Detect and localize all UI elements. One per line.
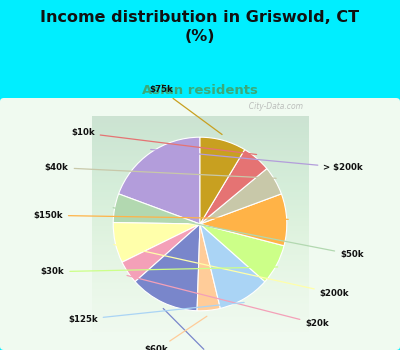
Text: Asian residents: Asian residents: [142, 84, 258, 97]
Wedge shape: [200, 149, 267, 224]
Text: $150k: $150k: [33, 211, 288, 220]
Text: $20k: $20k: [127, 275, 329, 328]
Wedge shape: [135, 224, 200, 311]
Wedge shape: [200, 194, 287, 246]
Text: City-Data.com: City-Data.com: [244, 102, 303, 111]
Text: $30k: $30k: [40, 267, 278, 276]
Text: $200k: $200k: [114, 244, 349, 298]
Text: $60k: $60k: [145, 316, 207, 350]
Wedge shape: [113, 194, 200, 224]
Text: Income distribution in Griswold, CT
(%): Income distribution in Griswold, CT (%): [40, 10, 360, 44]
Wedge shape: [119, 137, 200, 224]
Text: $75k: $75k: [149, 85, 222, 134]
Text: $50k: $50k: [113, 208, 364, 259]
Text: $100k: $100k: [163, 308, 228, 350]
Wedge shape: [200, 224, 265, 308]
Wedge shape: [200, 169, 281, 224]
Wedge shape: [200, 224, 284, 282]
Wedge shape: [122, 224, 200, 282]
Text: $40k: $40k: [45, 163, 276, 178]
Text: > $200k: > $200k: [151, 149, 363, 172]
Wedge shape: [197, 224, 220, 311]
Wedge shape: [200, 137, 245, 224]
Text: $10k: $10k: [71, 128, 257, 154]
Text: $125k: $125k: [68, 302, 244, 324]
FancyBboxPatch shape: [0, 98, 400, 350]
Wedge shape: [113, 223, 200, 262]
